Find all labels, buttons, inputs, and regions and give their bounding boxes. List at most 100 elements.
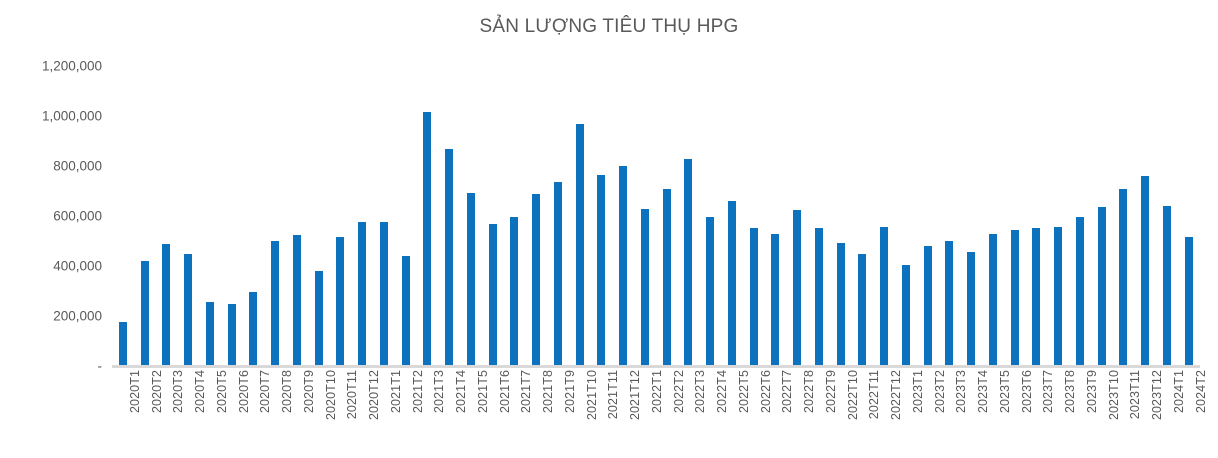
bar[interactable] <box>249 291 258 366</box>
bar-slot <box>547 66 569 366</box>
bar-slot <box>221 66 243 366</box>
x-axis-tick: 2021T11 <box>591 370 620 458</box>
x-axis-tick: 2022T1 <box>634 370 664 458</box>
bar[interactable] <box>1054 226 1063 366</box>
bar[interactable] <box>640 208 649 366</box>
bar[interactable] <box>445 149 454 366</box>
bar-slot <box>373 66 395 366</box>
bar[interactable] <box>336 237 345 366</box>
x-axis-tick: 2022T6 <box>743 370 773 458</box>
x-axis-tick: 2020T10 <box>308 370 338 458</box>
bar[interactable] <box>423 112 432 366</box>
bar-slot <box>678 66 700 366</box>
bar[interactable] <box>205 301 214 366</box>
bar-slot <box>330 66 352 366</box>
bar[interactable] <box>358 222 367 366</box>
bar[interactable] <box>162 244 171 366</box>
x-axis-tick: 2021T9 <box>547 370 577 458</box>
x-axis-tick: 2022T11 <box>852 370 881 458</box>
y-axis-tick-label: 200,000 <box>53 308 102 324</box>
bar-slot <box>482 66 504 366</box>
bar[interactable] <box>1032 228 1041 366</box>
x-axis-tick: 2023T1 <box>895 370 925 458</box>
bar[interactable] <box>1184 236 1193 366</box>
bar[interactable] <box>466 193 475 366</box>
bar[interactable] <box>292 235 301 366</box>
bar[interactable] <box>793 210 802 366</box>
bar[interactable] <box>532 194 541 366</box>
bar[interactable] <box>575 123 584 366</box>
bar-series <box>112 66 1200 366</box>
bar-slot <box>873 66 895 366</box>
bar[interactable] <box>553 181 562 366</box>
x-axis-tick: 2021T4 <box>438 370 468 458</box>
bar[interactable] <box>118 322 127 366</box>
x-axis-tick: 2022T2 <box>656 370 686 458</box>
bar-slot <box>634 66 656 366</box>
bar[interactable] <box>967 251 976 366</box>
bar-slot <box>395 66 417 366</box>
bar[interactable] <box>749 228 758 366</box>
bar[interactable] <box>488 223 497 366</box>
bar[interactable] <box>988 233 997 366</box>
bar[interactable] <box>184 254 193 366</box>
bar[interactable] <box>880 226 889 366</box>
bar[interactable] <box>619 166 628 366</box>
bar[interactable] <box>945 241 954 366</box>
bar[interactable] <box>858 254 867 366</box>
bar[interactable] <box>1075 217 1084 366</box>
x-axis-tick: 2022T9 <box>808 370 838 458</box>
bar[interactable] <box>271 241 280 366</box>
bar[interactable] <box>510 216 519 366</box>
x-axis-tick: 2022T10 <box>830 370 860 458</box>
bar[interactable] <box>706 216 715 366</box>
bar[interactable] <box>1162 206 1171 366</box>
bar-slot <box>438 66 460 366</box>
x-axis-tick: 2021T8 <box>525 370 555 458</box>
bar[interactable] <box>1097 207 1106 366</box>
bar[interactable] <box>662 189 671 366</box>
x-axis-tick: 2020T4 <box>177 370 207 458</box>
bar[interactable] <box>597 174 606 366</box>
bar[interactable] <box>379 221 388 366</box>
x-axis-tick: 2024T2 <box>1178 370 1208 458</box>
bar-slot <box>1134 66 1156 366</box>
x-axis-tick: 2022T5 <box>721 370 751 458</box>
bar[interactable] <box>814 227 823 366</box>
bar-slot <box>1069 66 1091 366</box>
bar-slot <box>134 66 156 366</box>
bar[interactable] <box>1141 175 1150 366</box>
x-axis-line <box>112 365 1200 368</box>
bar-slot <box>1026 66 1048 366</box>
x-axis-tick: 2020T8 <box>264 370 294 458</box>
x-axis-tick: 2022T4 <box>699 370 729 458</box>
bar[interactable] <box>401 256 410 366</box>
bar-slot <box>1091 66 1113 366</box>
x-axis-tick: 2023T6 <box>1004 370 1034 458</box>
bar-slot <box>286 66 308 366</box>
bar[interactable] <box>923 246 932 366</box>
bar[interactable] <box>836 243 845 366</box>
bar[interactable] <box>227 303 236 366</box>
bar[interactable] <box>1119 188 1128 366</box>
bar-slot <box>960 66 982 366</box>
bar[interactable] <box>140 261 149 366</box>
x-axis-tick: 2022T7 <box>765 370 794 458</box>
x-axis: 2020T1 2020T2 2020T3 2020T4 2020T5 2020T6 2020… <box>112 370 1208 458</box>
bar[interactable] <box>771 234 780 366</box>
bar-slot <box>156 66 178 366</box>
x-axis-tick: 2021T7 <box>504 370 533 458</box>
bar[interactable] <box>727 200 736 366</box>
x-axis-tick: 2020T5 <box>199 370 229 458</box>
bar[interactable] <box>684 158 693 366</box>
bar[interactable] <box>1010 229 1019 366</box>
bar-slot <box>504 66 526 366</box>
x-axis-tick: 2021T12 <box>612 370 642 458</box>
bar[interactable] <box>314 270 323 366</box>
x-axis-tick: 2020T1 <box>112 370 142 458</box>
bar-slot <box>177 66 199 366</box>
x-axis-tick: 2020T12 <box>351 370 381 458</box>
x-axis-tick: 2023T11 <box>1113 370 1142 458</box>
x-axis-tick-label: 2024T2 <box>1193 370 1208 413</box>
bar[interactable] <box>901 265 910 366</box>
